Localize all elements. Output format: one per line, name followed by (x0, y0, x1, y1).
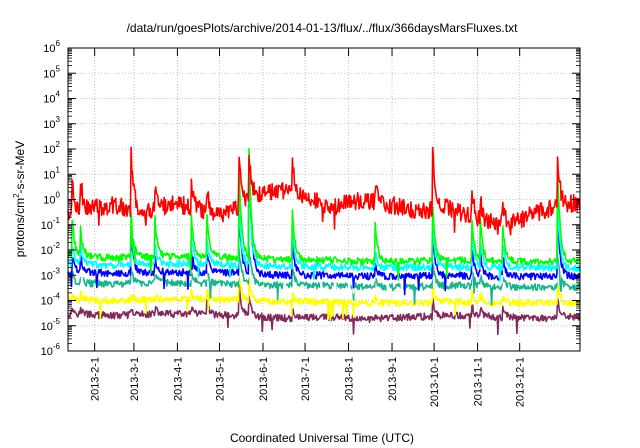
axis-ticks (68, 47, 580, 352)
y-tick-label: 102 (43, 140, 60, 156)
x-tick-label: 2013-2-1 (90, 357, 102, 401)
series-line (67, 235, 581, 306)
series-line (67, 277, 581, 321)
plot-frame (67, 47, 581, 352)
y-tick-label: 106 (43, 39, 60, 55)
plot-series (67, 146, 581, 336)
series-line (67, 146, 581, 236)
x-tick-label: 2013-8-1 (344, 357, 356, 401)
y-tick-label: 104 (43, 90, 60, 106)
x-tick-label: 2013-6-1 (258, 357, 270, 401)
series-line (67, 147, 581, 281)
y-tick-label: 10-1 (41, 216, 61, 232)
y-tick-label: 10-4 (41, 292, 61, 308)
y-tick-labels: 10-6 10-5 10-4 10-3 10-2 10-1 100 101 102 103 104 1… (41, 39, 61, 358)
series-line (67, 157, 581, 283)
y-tick-label: 10-2 (41, 241, 61, 257)
x-tick-label: 2013-4-1 (172, 357, 184, 401)
x-axis-label: Coordinated Universal Time (UTC) (230, 431, 414, 445)
x-tick-label: 2013-10-1 (429, 357, 441, 407)
x-tick-label: 2013-5-1 (215, 357, 227, 401)
y-tick-label: 10-3 (41, 266, 61, 282)
y-tick-label: 103 (43, 115, 60, 131)
y-tick-label: 105 (43, 64, 60, 80)
series-line (67, 282, 581, 336)
y-tick-label: 10-5 (41, 317, 61, 333)
y-tick-label: 101 (43, 165, 60, 181)
x-tick-label: 2013-9-1 (387, 357, 399, 401)
y-tick-label: 10-6 (41, 342, 61, 358)
y-tick-label: 100 (43, 191, 60, 207)
x-tick-labels: 2013-2-1 2013-3-1 2013-4-1 2013-5-1 2013-6-1… (90, 357, 527, 407)
x-tick-label: 2013-3-1 (129, 357, 141, 401)
x-tick-label: 2013-12-1 (515, 357, 527, 407)
series-line (67, 161, 581, 296)
x-tick-label: 2013-11-1 (473, 357, 485, 406)
chart-title: /data/run/goesPlots/archive/2014-01-13/f… (127, 21, 519, 35)
y-axis-label: protons/cm2-s-sr-MeV (12, 141, 27, 257)
x-tick-label: 2013-7-1 (300, 357, 312, 401)
